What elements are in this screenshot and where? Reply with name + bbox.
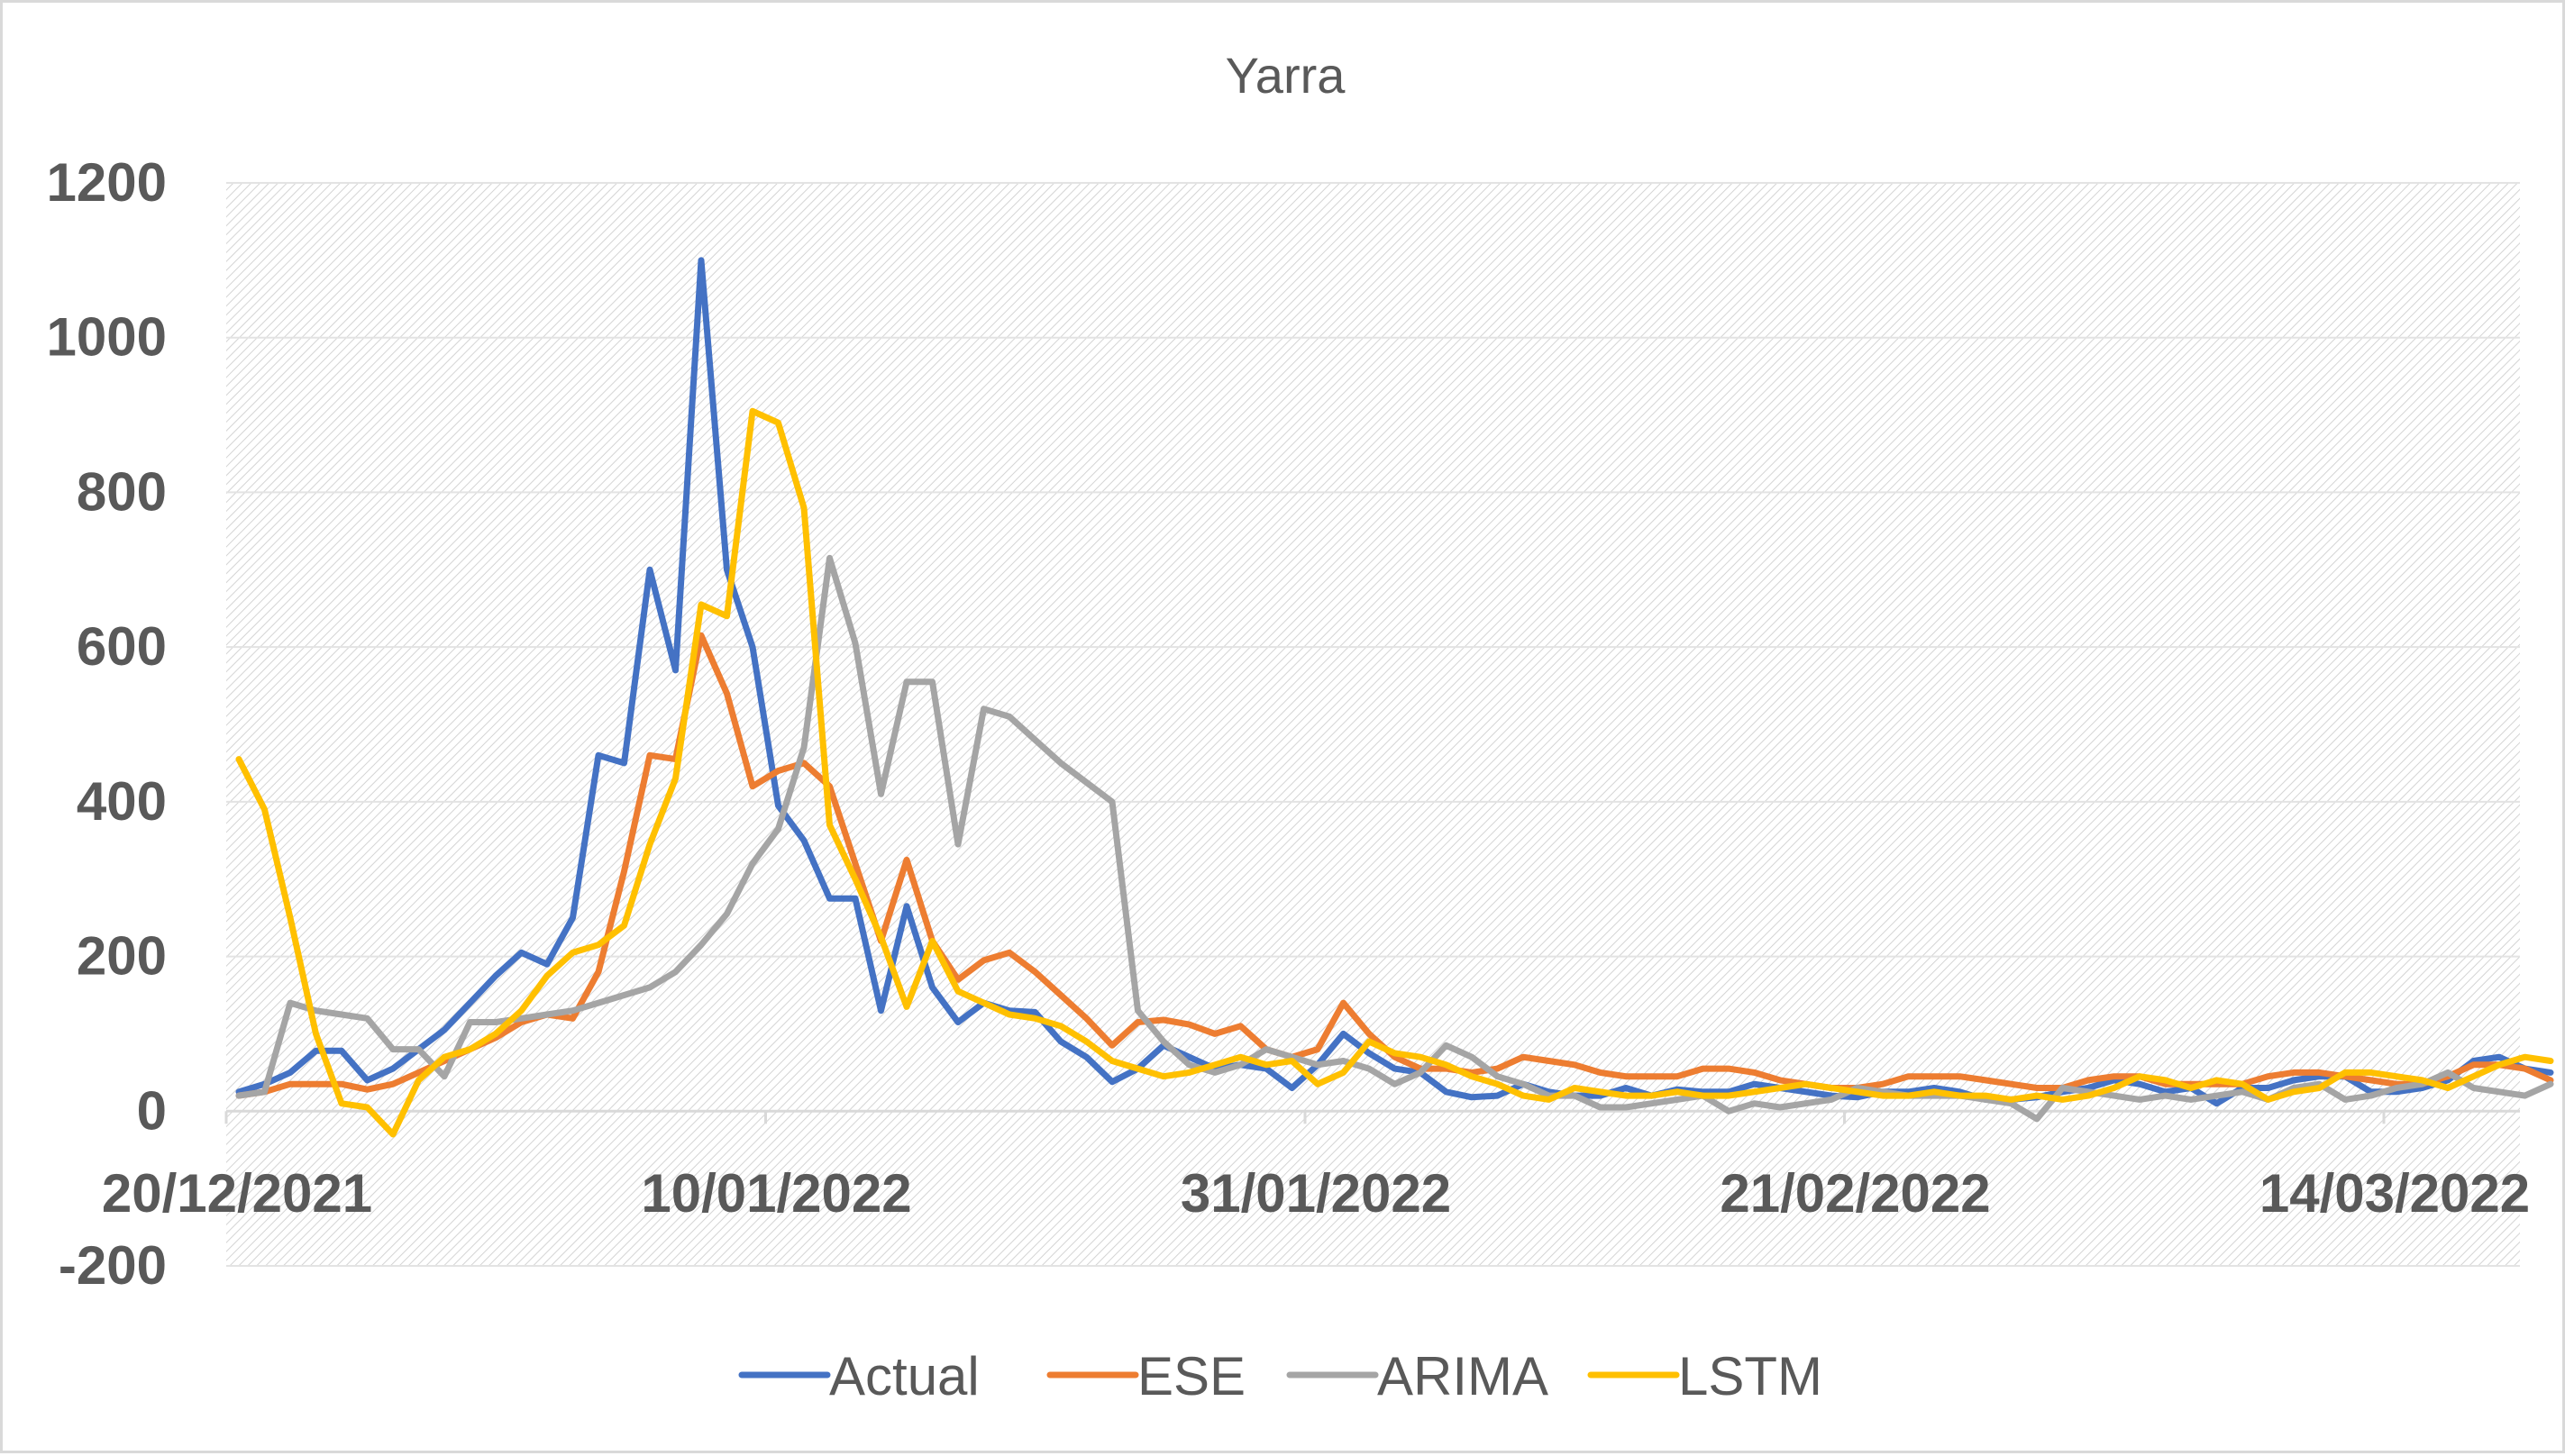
zero-axis [224,1109,2520,1124]
y-tick-label: 400 [77,771,167,832]
y-tick-label: 600 [77,616,167,677]
x-tick-label: 31/01/2022 [1181,1163,1451,1224]
line-chart: Yarra 1200 1000 800 600 400 200 0 -200 20/12/20… [47,47,2554,1406]
legend-label-arima: ARIMA [1377,1346,1548,1406]
y-tick-label: 0 [137,1080,167,1141]
y-tick-label: -200 [59,1235,167,1296]
x-tick-label: 14/03/2022 [2259,1163,2530,1224]
chart-title: Yarra [1226,47,1346,104]
legend-label-ese: ESE [1137,1346,1246,1406]
plot-area [226,183,2520,1266]
x-tick-label: 10/01/2022 [641,1163,911,1224]
y-tick-label: 1200 [47,152,167,213]
legend-label-actual: Actual [829,1346,980,1406]
series-lines [235,257,2554,1138]
series-line-arima [235,554,2554,1123]
y-tick-label: 200 [77,926,167,987]
x-axis-tick-labels: 20/12/2021 10/01/2022 31/01/2022 21/02/2022… [102,1163,2530,1224]
legend-label-lstm: LSTM [1678,1346,1822,1406]
x-tick-label: 21/02/2022 [1720,1163,1990,1224]
y-axis-tick-labels: 1200 1000 800 600 400 200 0 -200 [47,152,167,1296]
series-line-lstm [235,407,2554,1138]
legend: Actual ESE ARIMA LSTM [738,1346,1822,1406]
series-line-actual [235,257,2554,1107]
y-tick-label: 1000 [47,307,167,368]
series-line-ese [235,632,2554,1099]
y-tick-label: 800 [77,461,167,522]
x-tick-label: 20/12/2021 [102,1163,372,1224]
